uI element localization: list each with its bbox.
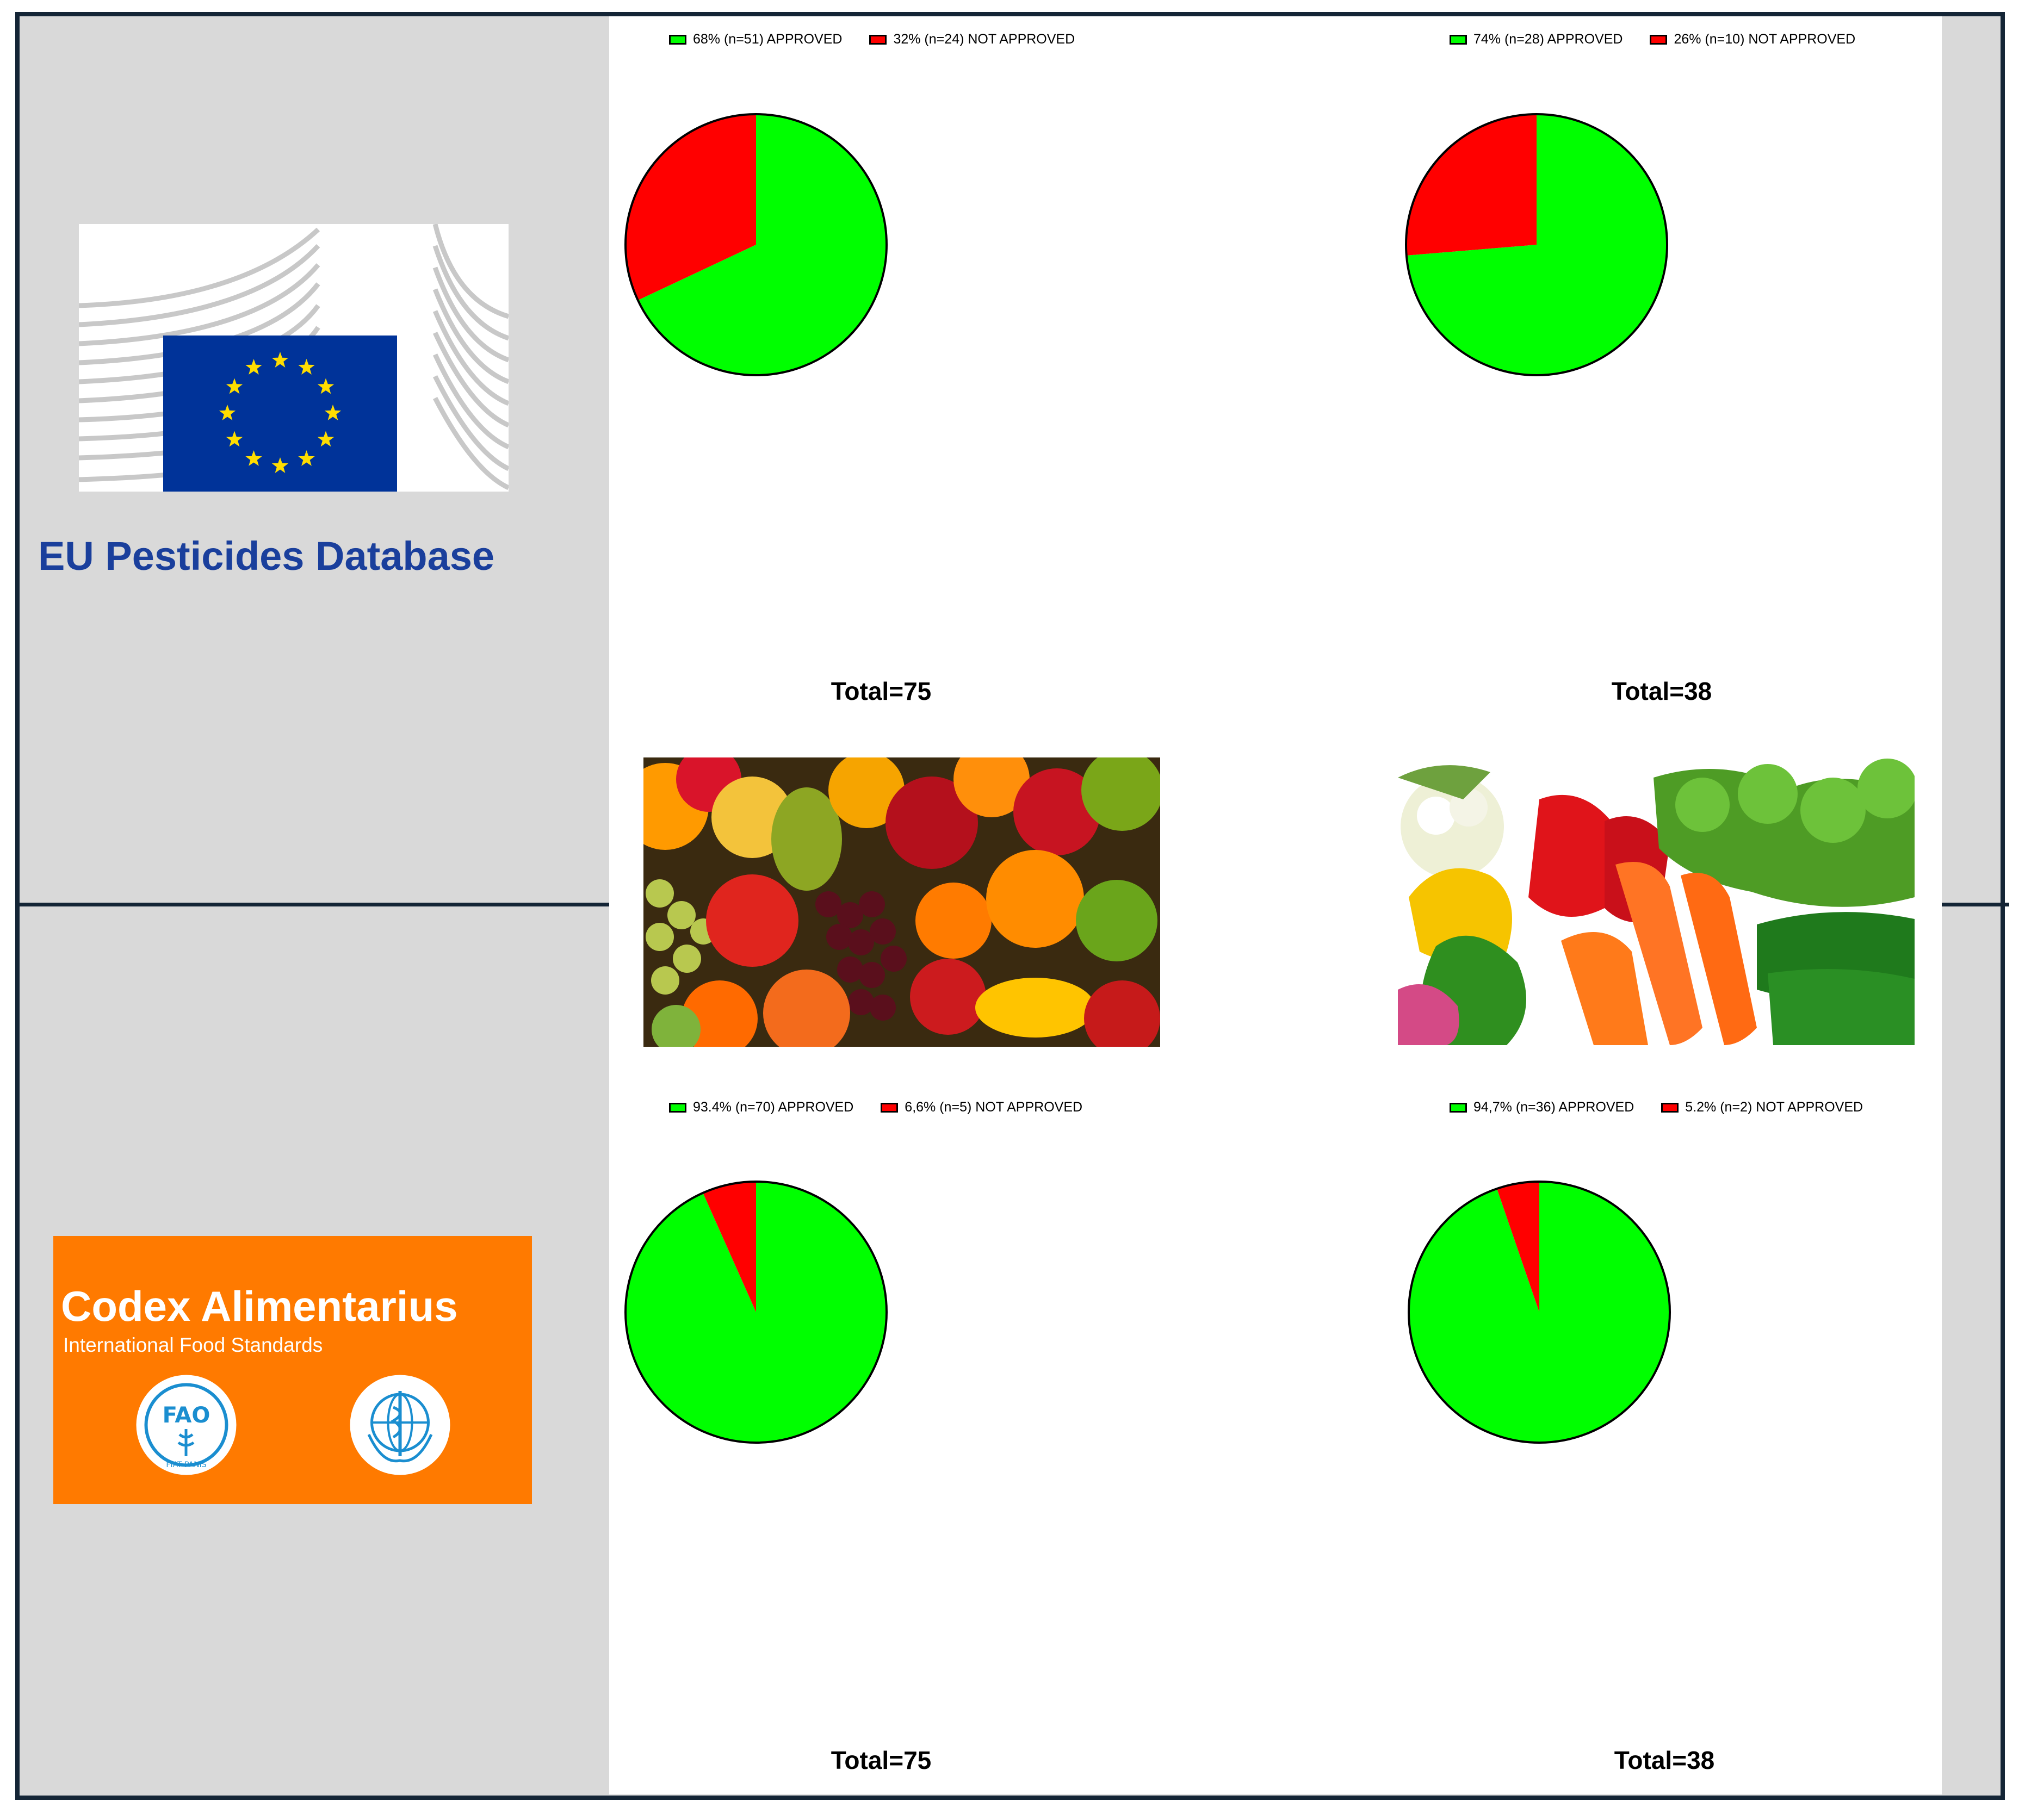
- chart-4-legend: 94,7% (n=36) APPROVED 5.2% (n=2) NOT APP…: [1450, 1100, 1863, 1115]
- eu-star-icon: [271, 457, 289, 473]
- who-logo-icon: [350, 1375, 450, 1475]
- fao-logo-icon: FAO FIAT PANIS: [136, 1375, 237, 1475]
- legend-swatch-approved: [669, 1102, 686, 1113]
- chart-1-total: Total=75: [831, 677, 932, 705]
- legend-swatch-not-approved: [881, 1102, 899, 1113]
- legend-label-approved: 68% (n=51) APPROVED: [693, 32, 843, 47]
- codex-logo: Codex Alimentarius International Food St…: [53, 1236, 532, 1504]
- eu-commission-logo: [79, 224, 509, 492]
- pie-slice-not-approved: [1406, 114, 1537, 256]
- fao-motto-text: FIAT PANIS: [166, 1461, 206, 1469]
- eu-star-icon: [245, 450, 262, 466]
- codex-title: Codex Alimentarius: [61, 1282, 458, 1330]
- chart-3-pie: [624, 1181, 888, 1444]
- legend-label-not-approved: 5.2% (n=2) NOT APPROVED: [1685, 1100, 1863, 1115]
- eu-star-icon: [298, 450, 315, 466]
- legend-label-approved: 93.4% (n=70) APPROVED: [693, 1100, 854, 1115]
- vegetables-photo: [1398, 756, 1915, 1045]
- pie-outline: [624, 113, 888, 376]
- legend-swatch-approved: [1450, 1102, 1467, 1113]
- eu-star-icon: [245, 359, 262, 375]
- legend-label-not-approved: 32% (n=24) NOT APPROVED: [893, 32, 1075, 47]
- bottom-charts-panel: [609, 1066, 1942, 1794]
- chart-4-total: Total=38: [1614, 1746, 1715, 1774]
- legend-label-approved: 74% (n=28) APPROVED: [1473, 32, 1623, 47]
- fruit-photo: [643, 757, 1160, 1047]
- fao-logo-text: FAO: [163, 1403, 210, 1428]
- chart-3-legend: 93.4% (n=70) APPROVED 6,6% (n=5) NOT APP…: [669, 1100, 1082, 1115]
- pie-outline: [624, 1181, 888, 1444]
- chart-2-total: Total=38: [1611, 677, 1712, 705]
- chart-3-total: Total=75: [831, 1746, 932, 1774]
- chart-1-pie: [624, 113, 888, 376]
- legend-swatch-not-approved: [1661, 1102, 1679, 1113]
- chart-2-pie: [1405, 113, 1668, 376]
- pie-slice-approved: [1406, 114, 1667, 375]
- pie-slice-not-approved: [1497, 1182, 1539, 1312]
- legend-swatch-approved: [1450, 34, 1467, 45]
- chart-4-pie: [1408, 1181, 1671, 1444]
- pie-outline: [1408, 1181, 1671, 1444]
- eu-star-icon: [219, 405, 236, 420]
- eu-star-icon: [324, 405, 342, 420]
- legend-swatch-approved: [669, 34, 686, 45]
- legend-swatch-not-approved: [1650, 34, 1668, 45]
- chart-1-legend: 68% (n=51) APPROVED 32% (n=24) NOT APPRO…: [669, 32, 1075, 47]
- codex-subtitle: International Food Standards: [63, 1334, 323, 1356]
- chart-2-legend: 74% (n=28) APPROVED 26% (n=10) NOT APPRO…: [1450, 32, 1855, 47]
- legend-label-not-approved: 6,6% (n=5) NOT APPROVED: [905, 1100, 1083, 1115]
- pie-slice-not-approved: [703, 1182, 756, 1312]
- pie-outline: [1405, 113, 1668, 376]
- legend-label-approved: 94,7% (n=36) APPROVED: [1473, 1100, 1634, 1115]
- pie-slice-not-approved: [626, 114, 756, 301]
- eu-star-icon: [317, 378, 335, 394]
- eu-star-icon: [271, 352, 289, 368]
- legend-label-not-approved: 26% (n=10) NOT APPROVED: [1674, 32, 1856, 47]
- eu-star-icon: [298, 359, 315, 375]
- pie-slice-approved: [637, 114, 887, 375]
- legend-swatch-not-approved: [869, 34, 887, 45]
- eu-database-title: EU Pesticides Database: [38, 533, 495, 579]
- eu-star-icon: [226, 378, 243, 394]
- eu-star-icon: [226, 431, 243, 447]
- eu-star-icon: [317, 431, 335, 447]
